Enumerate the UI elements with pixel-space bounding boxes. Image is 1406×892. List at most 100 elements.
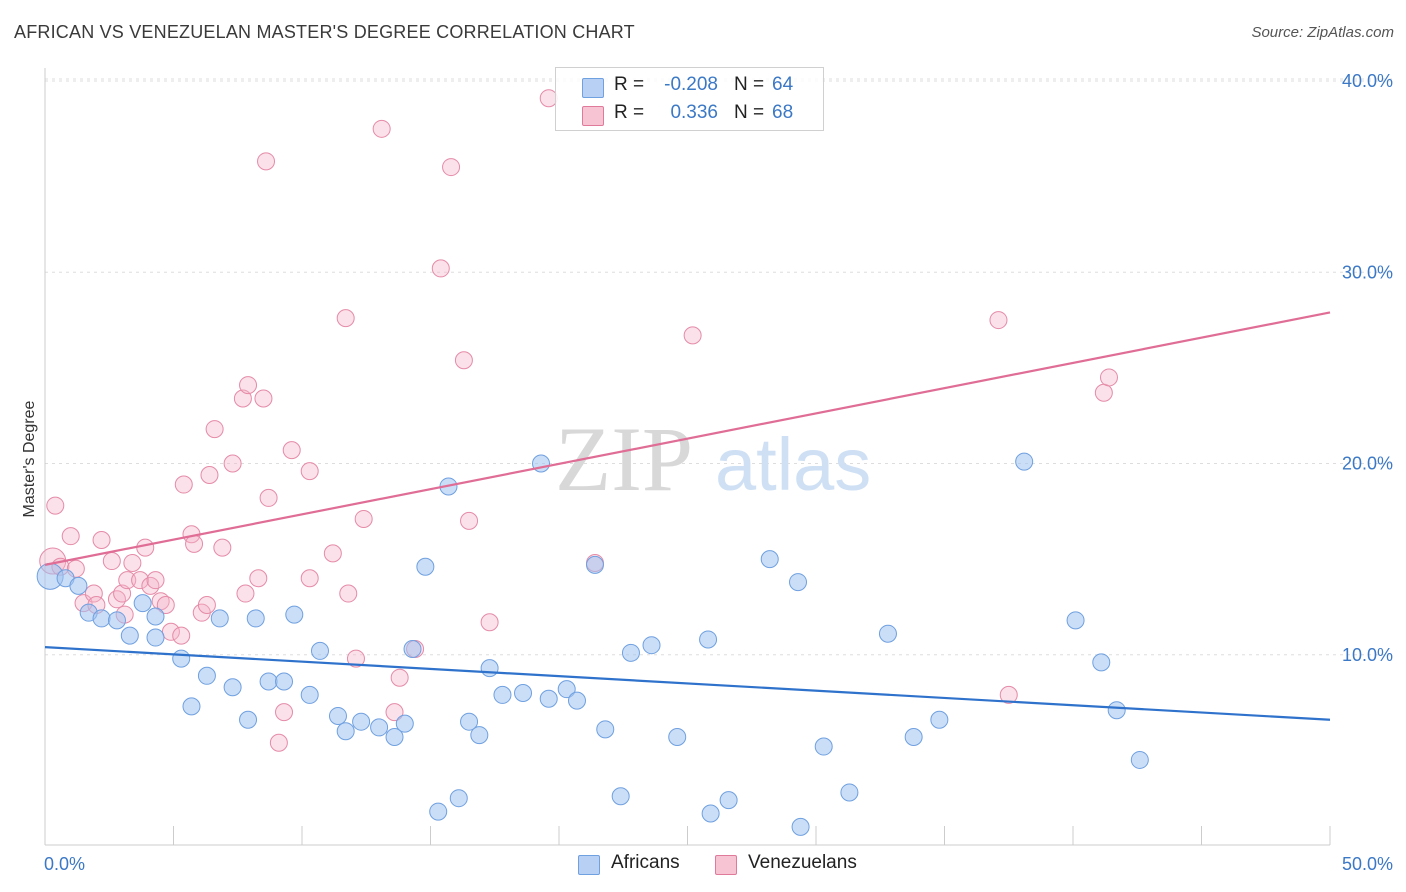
venezuelan-point: [239, 376, 258, 395]
venezuelan-point: [174, 475, 193, 494]
venezuelan-point: [236, 584, 255, 603]
african-point: [239, 710, 258, 729]
n-label: N =: [734, 74, 765, 95]
venezuelans-trend-line: [44, 311, 1331, 566]
african-point: [1107, 701, 1126, 720]
africans-legend-label: Africans: [611, 852, 680, 873]
venezuelan-point: [123, 553, 142, 572]
african-point: [493, 685, 512, 704]
venezuelan-point: [136, 538, 155, 557]
african-point: [539, 689, 558, 708]
venezuelan-point: [346, 649, 365, 668]
african-point: [557, 680, 576, 699]
african-point: [246, 609, 265, 628]
watermark-zip: ZIP: [555, 408, 693, 510]
venezuelan-point: [223, 454, 242, 473]
african-point: [107, 611, 126, 630]
legend-row-venezuelans: R = 0.336 N = 68: [556, 102, 823, 130]
venezuelan-point: [46, 496, 65, 515]
africans-r-value: -0.208: [664, 74, 718, 95]
african-point: [285, 605, 304, 624]
venezuelan-point: [300, 569, 319, 588]
venezuelans-n-value: 68: [772, 102, 794, 123]
african-point: [611, 787, 630, 806]
venezuelan-point: [249, 569, 268, 588]
y-tick-label-30: 30.0%: [1342, 262, 1393, 282]
legend-row-africans: R = -0.208 N = 64: [556, 74, 823, 102]
african-point: [596, 720, 615, 739]
venezuelan-point: [354, 509, 373, 528]
african-point: [699, 630, 718, 649]
chart-title: AFRICAN VS VENEZUELAN MASTER'S DEGREE CO…: [14, 22, 635, 42]
y-axis-label: Master's Degree: [21, 400, 38, 518]
african-point: [1130, 750, 1149, 769]
africans-legend-swatch: [578, 855, 600, 875]
african-point: [760, 550, 779, 569]
africans-swatch: [582, 78, 604, 98]
african-point: [120, 626, 139, 645]
african-point: [92, 609, 111, 628]
venezuelan-point: [233, 389, 252, 408]
african-point: [668, 727, 687, 746]
african-point: [416, 557, 435, 576]
african-point: [840, 783, 859, 802]
axes: [44, 68, 1331, 846]
africans-n-value: 64: [772, 74, 794, 95]
venezuelan-point: [683, 326, 702, 345]
venezuelans-swatch: [582, 106, 604, 126]
venezuelan-point: [200, 465, 219, 484]
venezuelan-point: [257, 152, 276, 171]
african-point: [814, 737, 833, 756]
african-point: [133, 594, 152, 613]
african-point: [395, 714, 414, 733]
venezuelan-point: [275, 703, 294, 722]
african-point: [791, 817, 810, 836]
r-label: R =: [614, 74, 645, 95]
venezuelan-point: [336, 309, 355, 328]
x-tick-max: 50.0%: [1342, 854, 1393, 874]
venezuelan-point: [442, 158, 461, 177]
african-point: [300, 685, 319, 704]
african-point: [789, 573, 808, 592]
trend-lines: [44, 311, 1331, 721]
african-point: [878, 624, 897, 643]
venezuelan-point: [372, 119, 391, 138]
african-point: [146, 607, 165, 626]
african-point: [642, 636, 661, 655]
african-point: [449, 789, 468, 808]
venezuelan-point: [118, 571, 137, 590]
venezuelan-point: [141, 576, 160, 595]
africans-trend-line: [44, 646, 1331, 721]
y-axis-label-wrap: Master's Degree: [12, 330, 42, 590]
venezuelan-point: [385, 703, 404, 722]
african-point: [460, 712, 479, 731]
african-point: [429, 802, 448, 821]
african-point: [385, 727, 404, 746]
n-label: N =: [734, 102, 765, 123]
watermark-atlas: atlas: [715, 423, 871, 506]
african-point: [223, 678, 242, 697]
venezuelan-point: [480, 613, 499, 632]
source-label: Source: ZipAtlas.com: [1251, 24, 1394, 41]
stats-legend: R = -0.208 N = 64 R = 0.336 N = 68: [555, 67, 824, 131]
african-point: [470, 726, 489, 745]
venezuelans-r-value: 0.336: [670, 102, 718, 123]
venezuelan-point: [323, 544, 342, 563]
venezuelan-point: [269, 733, 288, 752]
venezuelan-point: [61, 527, 80, 546]
y-tick-label-20: 20.0%: [1342, 454, 1393, 474]
african-point: [69, 576, 88, 595]
venezuelan-point: [156, 596, 175, 615]
venezuelan-point: [131, 571, 150, 590]
venezuelan-point: [197, 596, 216, 615]
african-point: [352, 712, 371, 731]
african-point: [1015, 452, 1034, 471]
venezuelan-point: [146, 571, 165, 590]
african-point: [567, 691, 586, 710]
african-point: [370, 718, 389, 737]
african-point: [336, 722, 355, 741]
x-tick-min: 0.0%: [44, 854, 85, 874]
african-point: [210, 609, 229, 628]
african-point: [146, 628, 165, 647]
